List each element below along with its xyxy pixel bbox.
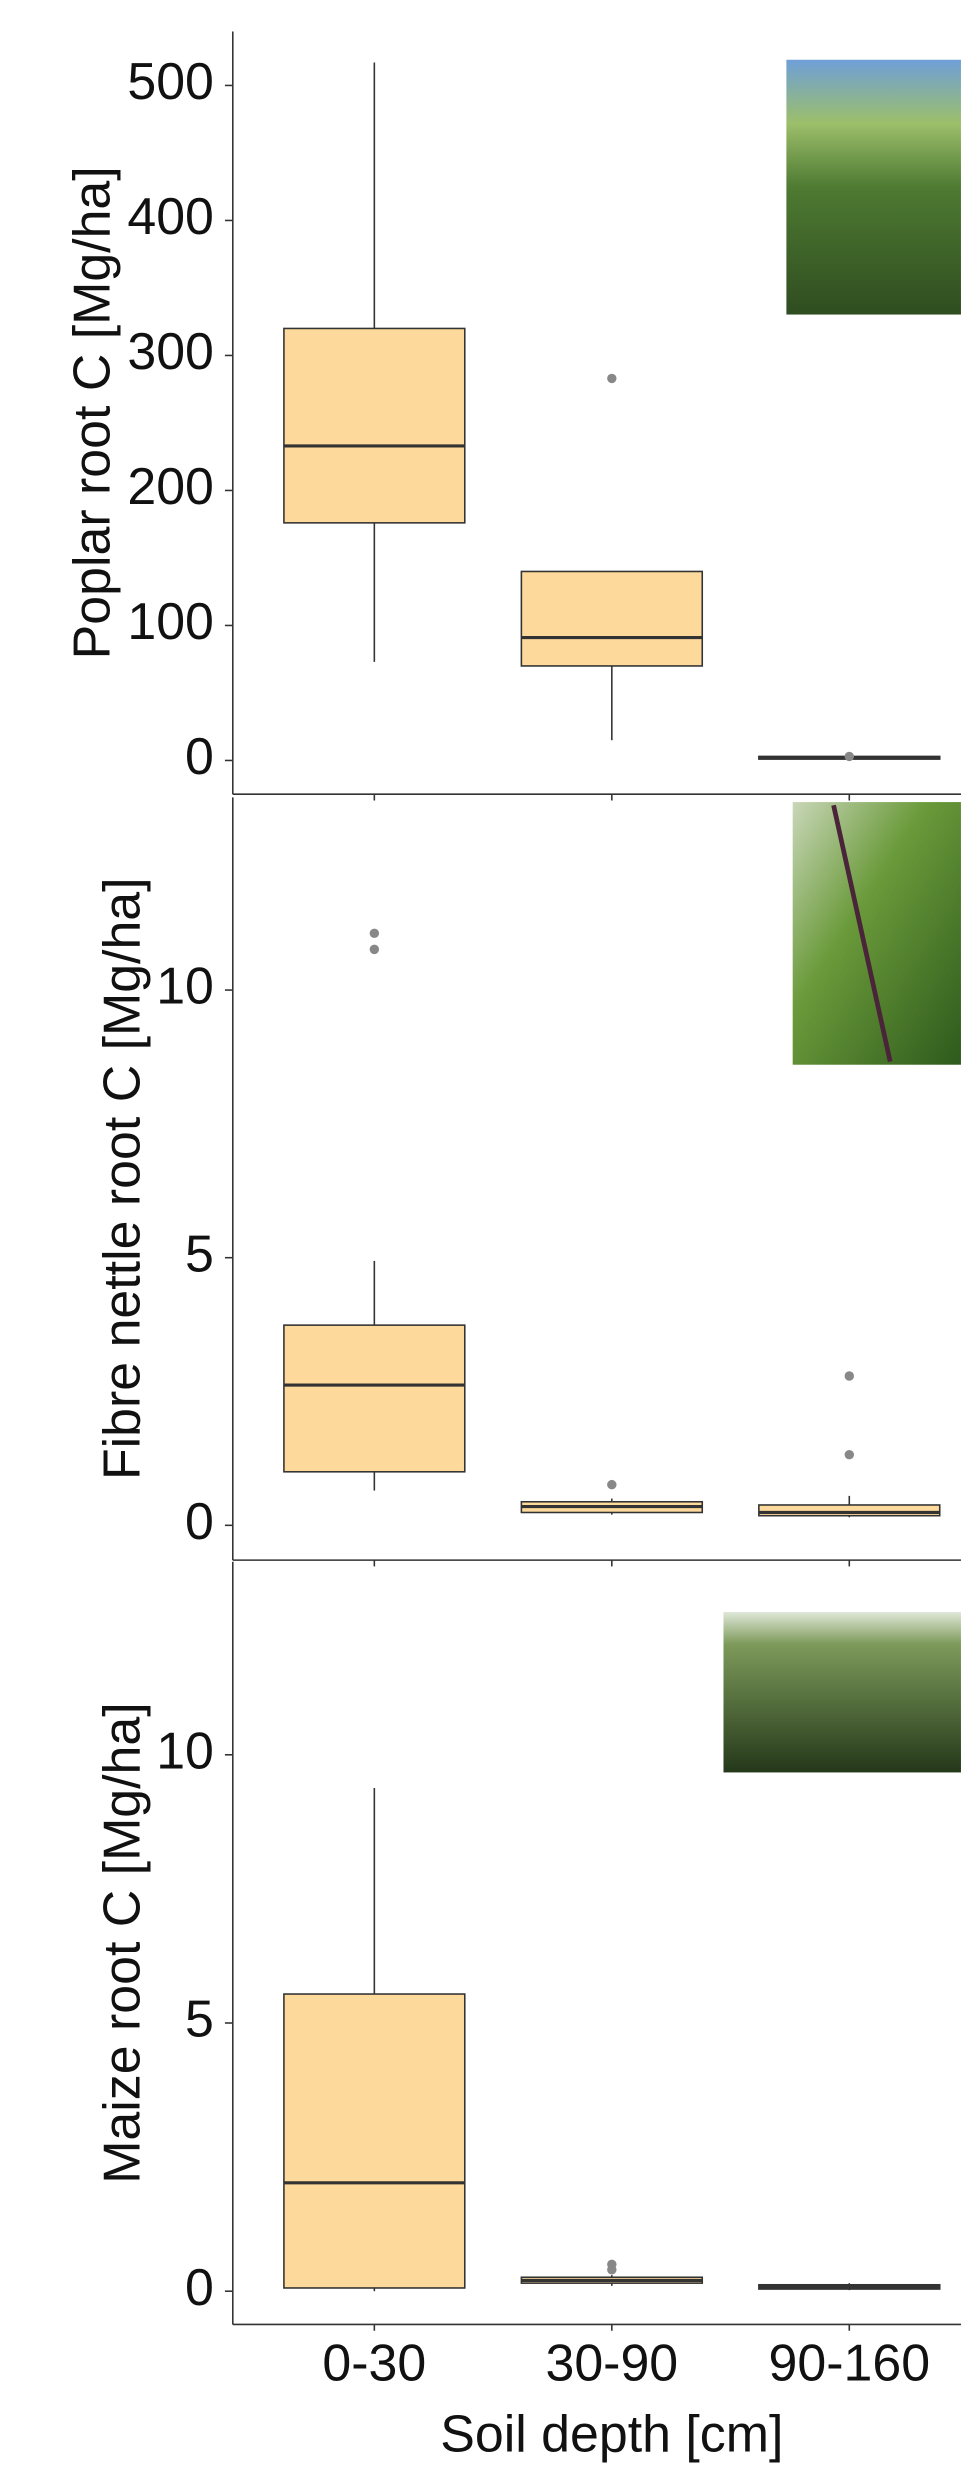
photo [786,60,961,315]
y-axis-title: Poplar root C [Mg/ha] [63,166,121,659]
y-tick-label: 5 [185,1990,214,2048]
y-tick-label: 0 [185,2258,214,2316]
box [521,571,702,666]
photo [723,1612,960,1772]
chart: 0100200300400500Poplar root C [Mg/ha]051… [0,0,961,2466]
box [284,328,465,522]
y-tick-label: 10 [156,1722,214,1780]
y-tick-label: 10 [156,957,214,1015]
outlier [845,1450,854,1459]
y-tick-label: 500 [127,52,214,110]
y-tick-label: 5 [185,1224,214,1282]
page: 0100200300400500Poplar root C [Mg/ha]051… [0,0,961,2466]
outlier [607,374,616,383]
box [284,1325,465,1472]
y-tick-label: 400 [127,187,214,245]
box [284,1994,465,2288]
outlier [845,752,854,761]
y-axis-title: Maize root C [Mg/ha] [93,1702,151,2183]
outlier [607,1480,616,1489]
outlier [370,945,379,954]
y-tick-label: 100 [127,592,214,650]
x-tick-label: 30-90 [545,2334,678,2392]
y-axis-title: Fibre nettle root C [Mg/ha] [93,877,151,1480]
x-tick-label: 90-160 [769,2334,931,2392]
outlier [370,929,379,938]
y-tick-label: 0 [185,727,214,785]
y-tick-label: 0 [185,1492,214,1550]
x-axis-title: Soil depth [cm] [440,2404,783,2462]
outlier [607,2265,616,2274]
box [759,1505,940,1516]
x-tick-label: 0-30 [322,2334,426,2392]
y-tick-label: 200 [127,457,214,515]
outlier [845,1371,854,1380]
y-tick-label: 300 [127,322,214,380]
photo [793,802,961,1065]
